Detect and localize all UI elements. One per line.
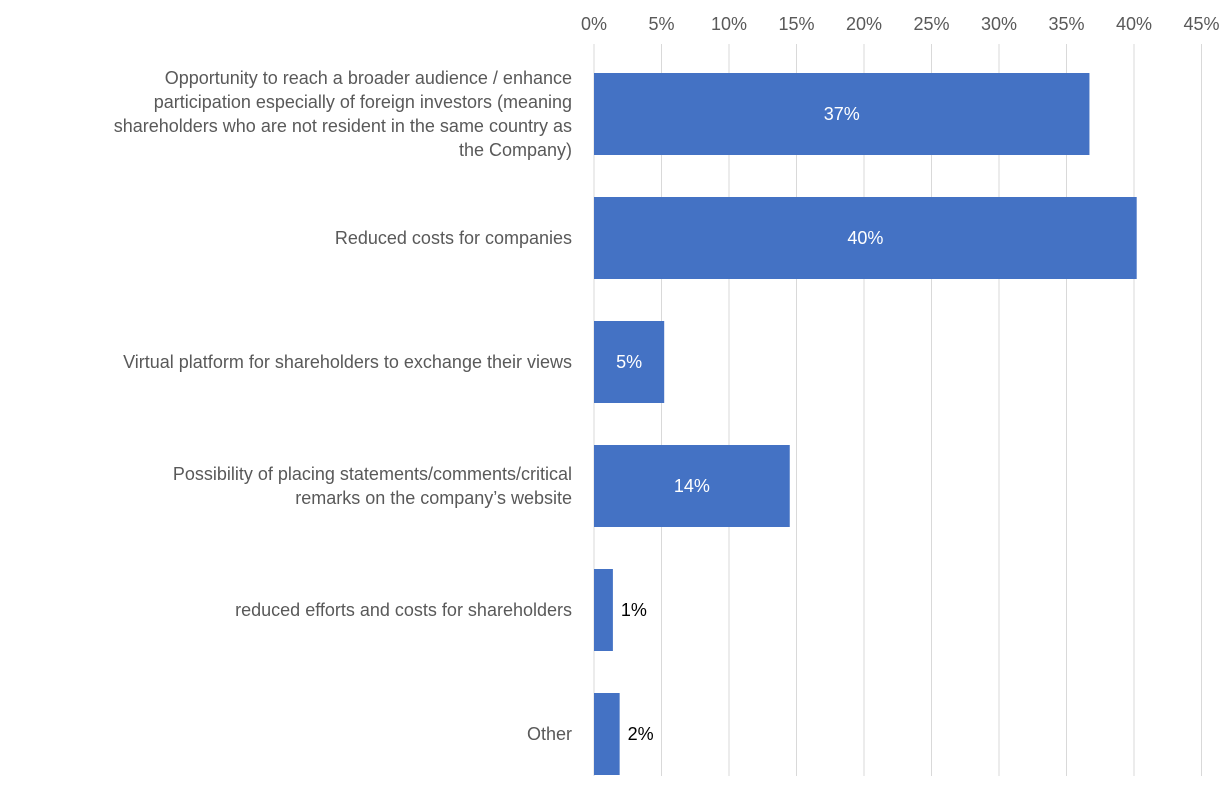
data-label: 40% [847, 228, 883, 248]
x-tick-labels: 0% 5% 10% 15% 20% 25% 30% 35% 40% 45% [581, 14, 1220, 34]
category-label: Opportunity to reach a broader audience … [0, 66, 572, 162]
category-label-line: the Company) [458, 140, 572, 160]
data-label: 1% [621, 600, 647, 620]
data-label: 5% [616, 352, 642, 372]
category-label: reduced efforts and costs for shareholde… [0, 598, 572, 622]
category-label: Reduced costs for companies [0, 226, 572, 250]
data-labels: 37% 40% 5% 14% 1% 2% [616, 104, 883, 744]
category-label-line: Other [526, 724, 572, 744]
x-tick-label: 30% [981, 14, 1017, 34]
category-label-line: participation especially of foreign inve… [153, 92, 572, 112]
bar [594, 445, 790, 527]
bar [594, 197, 1137, 279]
x-tick-label: 20% [846, 14, 882, 34]
x-tick-label: 25% [913, 14, 949, 34]
x-tick-label: 15% [778, 14, 814, 34]
data-label: 2% [628, 724, 654, 744]
bar [594, 569, 613, 651]
category-label-line: Opportunity to reach a broader audience … [164, 68, 572, 88]
bar [594, 73, 1090, 155]
data-label: 14% [674, 476, 710, 496]
data-label: 37% [824, 104, 860, 124]
category-label-line: shareholders who are not resident in the… [113, 116, 572, 136]
gridlines [593, 44, 1202, 776]
x-tick-label: 35% [1048, 14, 1084, 34]
x-tick-label: 40% [1116, 14, 1152, 34]
x-tick-label: 45% [1183, 14, 1219, 34]
bar [594, 321, 665, 403]
bars [594, 73, 1137, 775]
category-label: Possibility of placing statements/commen… [0, 462, 572, 510]
bar [594, 693, 620, 775]
category-label: Other [0, 722, 572, 746]
category-label-line: remarks on the company’s website [295, 488, 572, 508]
category-label-line: reduced efforts and costs for shareholde… [235, 600, 572, 620]
category-label-line: Virtual platform for shareholders to exc… [123, 352, 572, 372]
category-label-line: Reduced costs for companies [334, 228, 572, 248]
category-label-line: Possibility of placing statements/commen… [172, 464, 572, 484]
x-tick-label: 5% [648, 14, 674, 34]
category-label: Virtual platform for shareholders to exc… [0, 350, 572, 374]
x-tick-label: 0% [581, 14, 607, 34]
x-tick-label: 10% [711, 14, 747, 34]
